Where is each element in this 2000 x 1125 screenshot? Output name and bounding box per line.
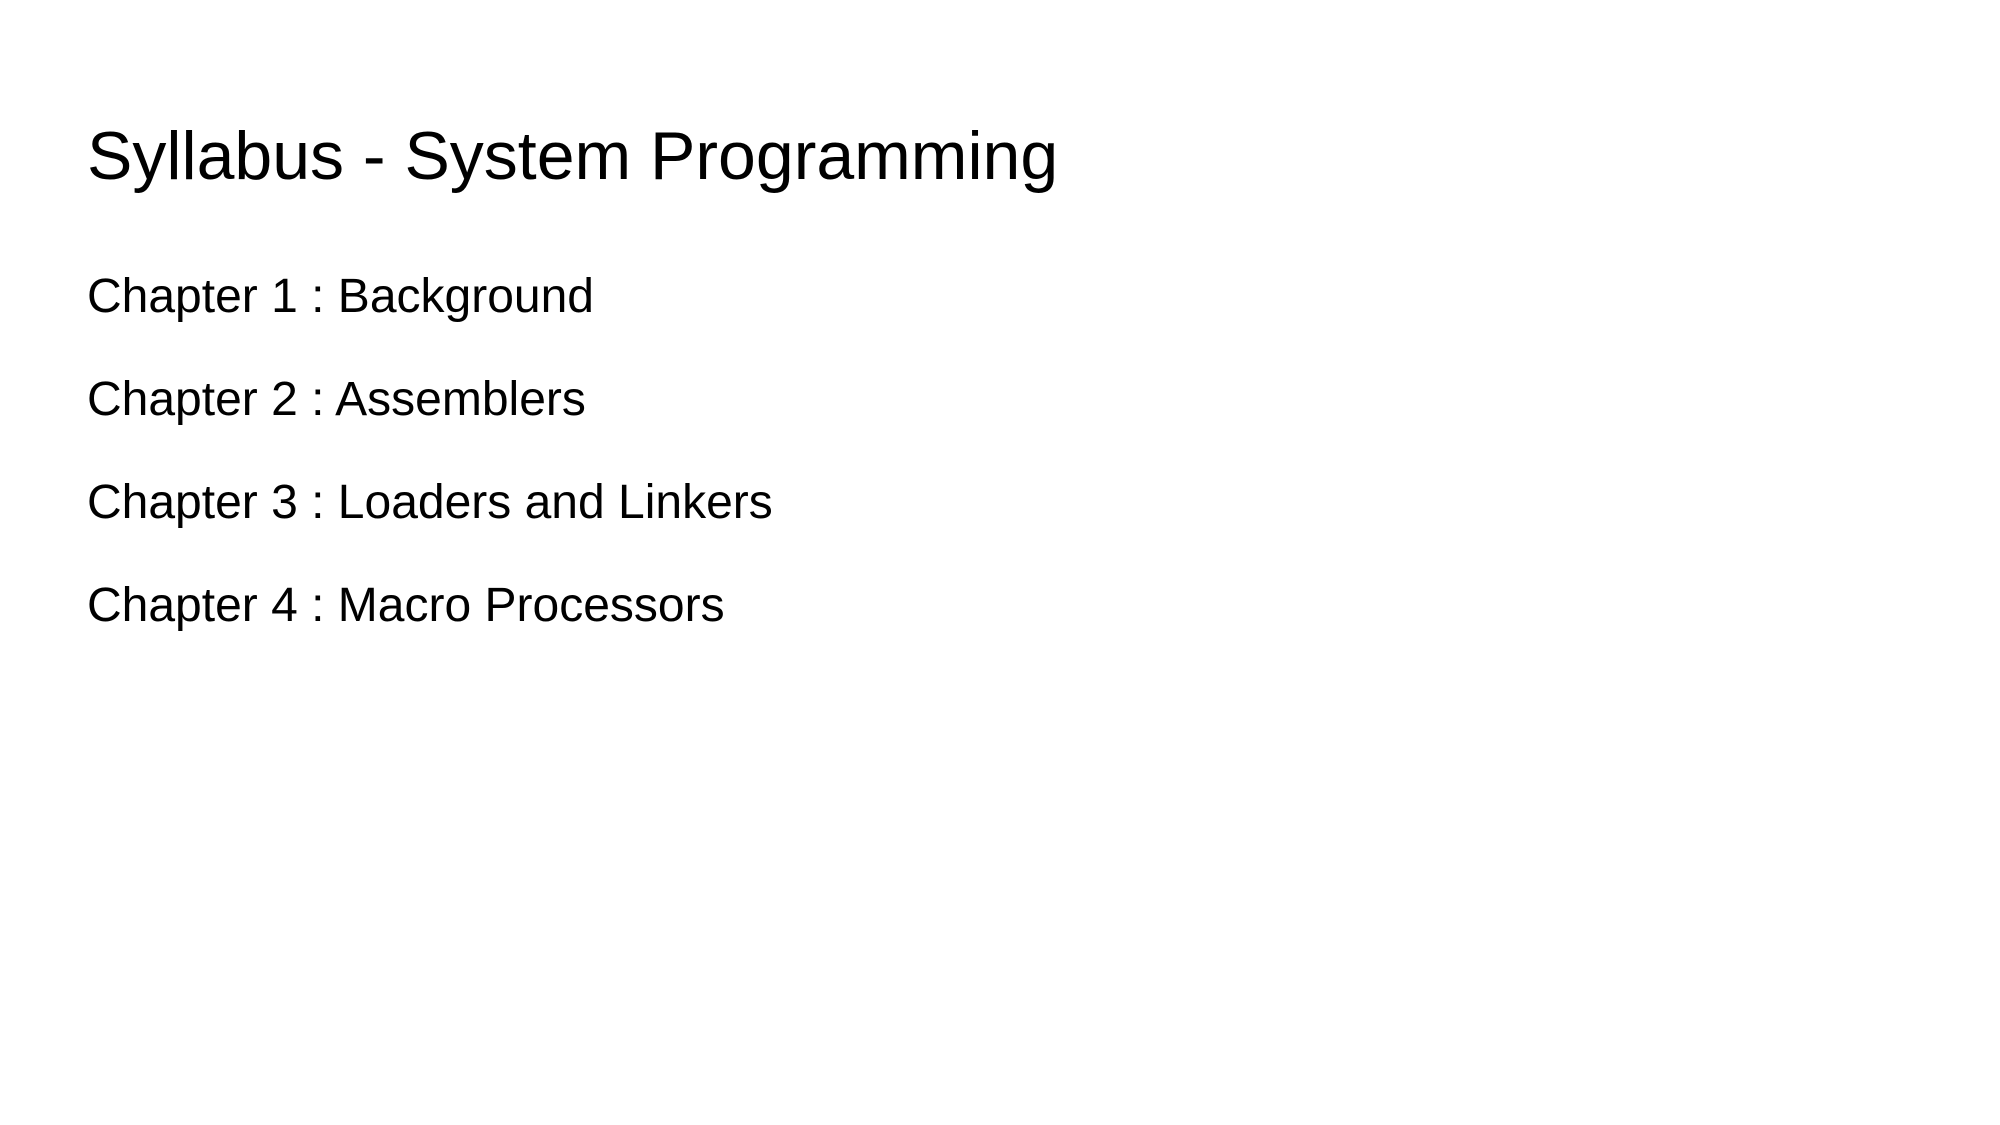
chapter-item-4: Chapter 4 : Macro Processors: [87, 579, 725, 632]
chapter-item-3: Chapter 3 : Loaders and Linkers: [87, 476, 773, 529]
slide-title: Syllabus - System Programming: [87, 118, 1059, 194]
chapter-item-1: Chapter 1 : Background: [87, 270, 594, 323]
chapter-list: Chapter 1 : Background Chapter 2 : Assem…: [87, 268, 773, 680]
chapter-item-2: Chapter 2 : Assemblers: [87, 373, 586, 426]
